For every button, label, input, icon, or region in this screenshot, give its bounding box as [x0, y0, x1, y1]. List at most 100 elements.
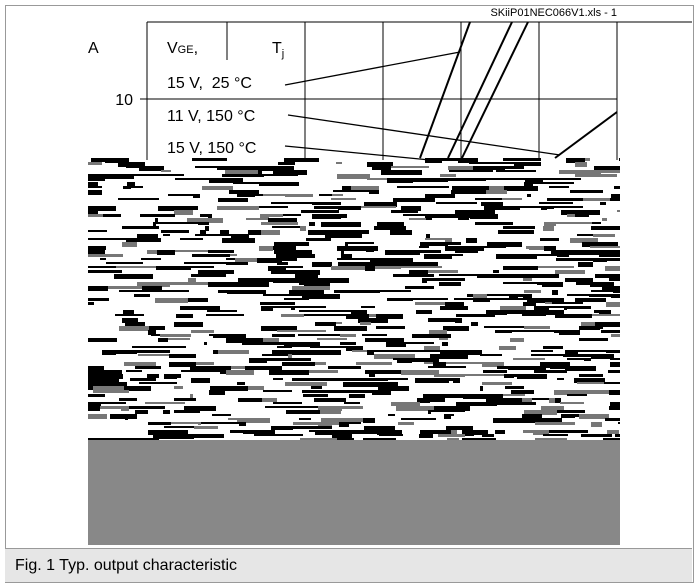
noise-block: [299, 282, 304, 285]
noise-block: [412, 358, 439, 362]
noise-block: [574, 378, 605, 383]
noise-block: [374, 354, 415, 359]
noise-block: [110, 414, 131, 419]
noise-block: [523, 294, 532, 298]
noise-block: [409, 218, 426, 220]
noise-block: [496, 170, 536, 172]
noise-block: [362, 334, 387, 336]
noise-block: [311, 386, 322, 389]
noise-block: [343, 382, 360, 387]
noise-block: [619, 158, 620, 161]
noise-block: [274, 250, 312, 254]
noise-block: [439, 338, 448, 340]
noise-block: [88, 214, 103, 217]
noise-block: [88, 266, 116, 268]
noise-block: [148, 430, 188, 435]
noise-block: [377, 430, 402, 435]
noise-block: [440, 306, 468, 310]
noise-block: [262, 354, 288, 356]
noise-block: [456, 314, 495, 317]
noise-block: [164, 426, 194, 428]
noise-block: [444, 414, 451, 419]
noise-block: [312, 202, 341, 205]
noise-block: [161, 170, 171, 172]
noise-block: [484, 246, 506, 248]
noise-block: [503, 158, 541, 161]
noise-block: [404, 350, 440, 352]
noise-block: [150, 346, 186, 348]
noise-block: [286, 410, 320, 414]
noise-block: [541, 206, 547, 210]
noise-block: [346, 314, 369, 319]
noise-block: [512, 330, 554, 332]
noise-block: [318, 406, 342, 411]
noise-block: [88, 414, 107, 419]
noise-block: [609, 406, 620, 410]
noise-block: [160, 334, 191, 337]
noise-block: [279, 174, 298, 176]
noise-block: [594, 310, 599, 313]
noise-block: [522, 314, 546, 316]
noise-block: [190, 394, 193, 398]
noise-block: [208, 250, 234, 253]
noise-block: [427, 278, 465, 281]
noise-block: [376, 326, 405, 329]
noise-block: [609, 390, 620, 395]
noise-block: [167, 422, 171, 425]
noise-block: [390, 230, 412, 235]
noise-block: [273, 170, 287, 174]
noise-block: [261, 230, 280, 235]
noise-block: [246, 218, 268, 220]
noise-block: [533, 310, 564, 315]
noise-block: [448, 166, 473, 170]
noise-block: [268, 218, 290, 222]
noise-block: [523, 278, 532, 281]
leaders: [284, 51, 561, 161]
noise-block: [600, 326, 603, 329]
legend-tj-t: T: [272, 40, 282, 57]
noise-block: [169, 354, 196, 358]
noise-block: [592, 314, 620, 316]
legend-row: 15 V, 150 °C: [167, 140, 256, 157]
noise-block: [487, 294, 509, 296]
noise-block: [533, 182, 574, 184]
noise-block: [248, 386, 264, 390]
noise-block: [535, 422, 575, 425]
noise-block: [237, 382, 245, 385]
noise-block: [217, 166, 256, 170]
noise-block: [600, 202, 606, 205]
noise-block: [283, 214, 301, 216]
noise-block: [393, 198, 435, 202]
noise-block: [292, 378, 313, 381]
noise-block: [88, 182, 98, 186]
noise-block: [88, 238, 126, 240]
noise-block: [611, 294, 620, 298]
noise-block: [356, 362, 392, 365]
noise-block: [156, 222, 198, 224]
noise-block: [271, 270, 305, 274]
noise-block: [119, 398, 137, 401]
noise-block: [502, 198, 522, 200]
noise-block: [524, 410, 557, 415]
noise-block: [475, 198, 502, 200]
noise-block: [273, 402, 302, 404]
curve: [554, 111, 618, 159]
noise-block: [531, 350, 553, 352]
noise-block: [607, 430, 619, 434]
noise-block: [582, 242, 618, 247]
noise-block: [153, 434, 194, 439]
noise-block: [259, 246, 273, 251]
noise-block: [397, 186, 404, 188]
noise-block: [585, 158, 590, 161]
legend-tj: Tj: [272, 40, 284, 60]
noise-block: [101, 402, 126, 404]
noise-block: [377, 222, 404, 226]
noise-block: [295, 306, 326, 308]
noise-block: [284, 158, 319, 162]
noise-block: [430, 398, 445, 402]
noise-block: [453, 378, 460, 383]
noise-block: [336, 162, 342, 164]
noise-block: [231, 334, 246, 339]
noise-block: [107, 438, 140, 441]
